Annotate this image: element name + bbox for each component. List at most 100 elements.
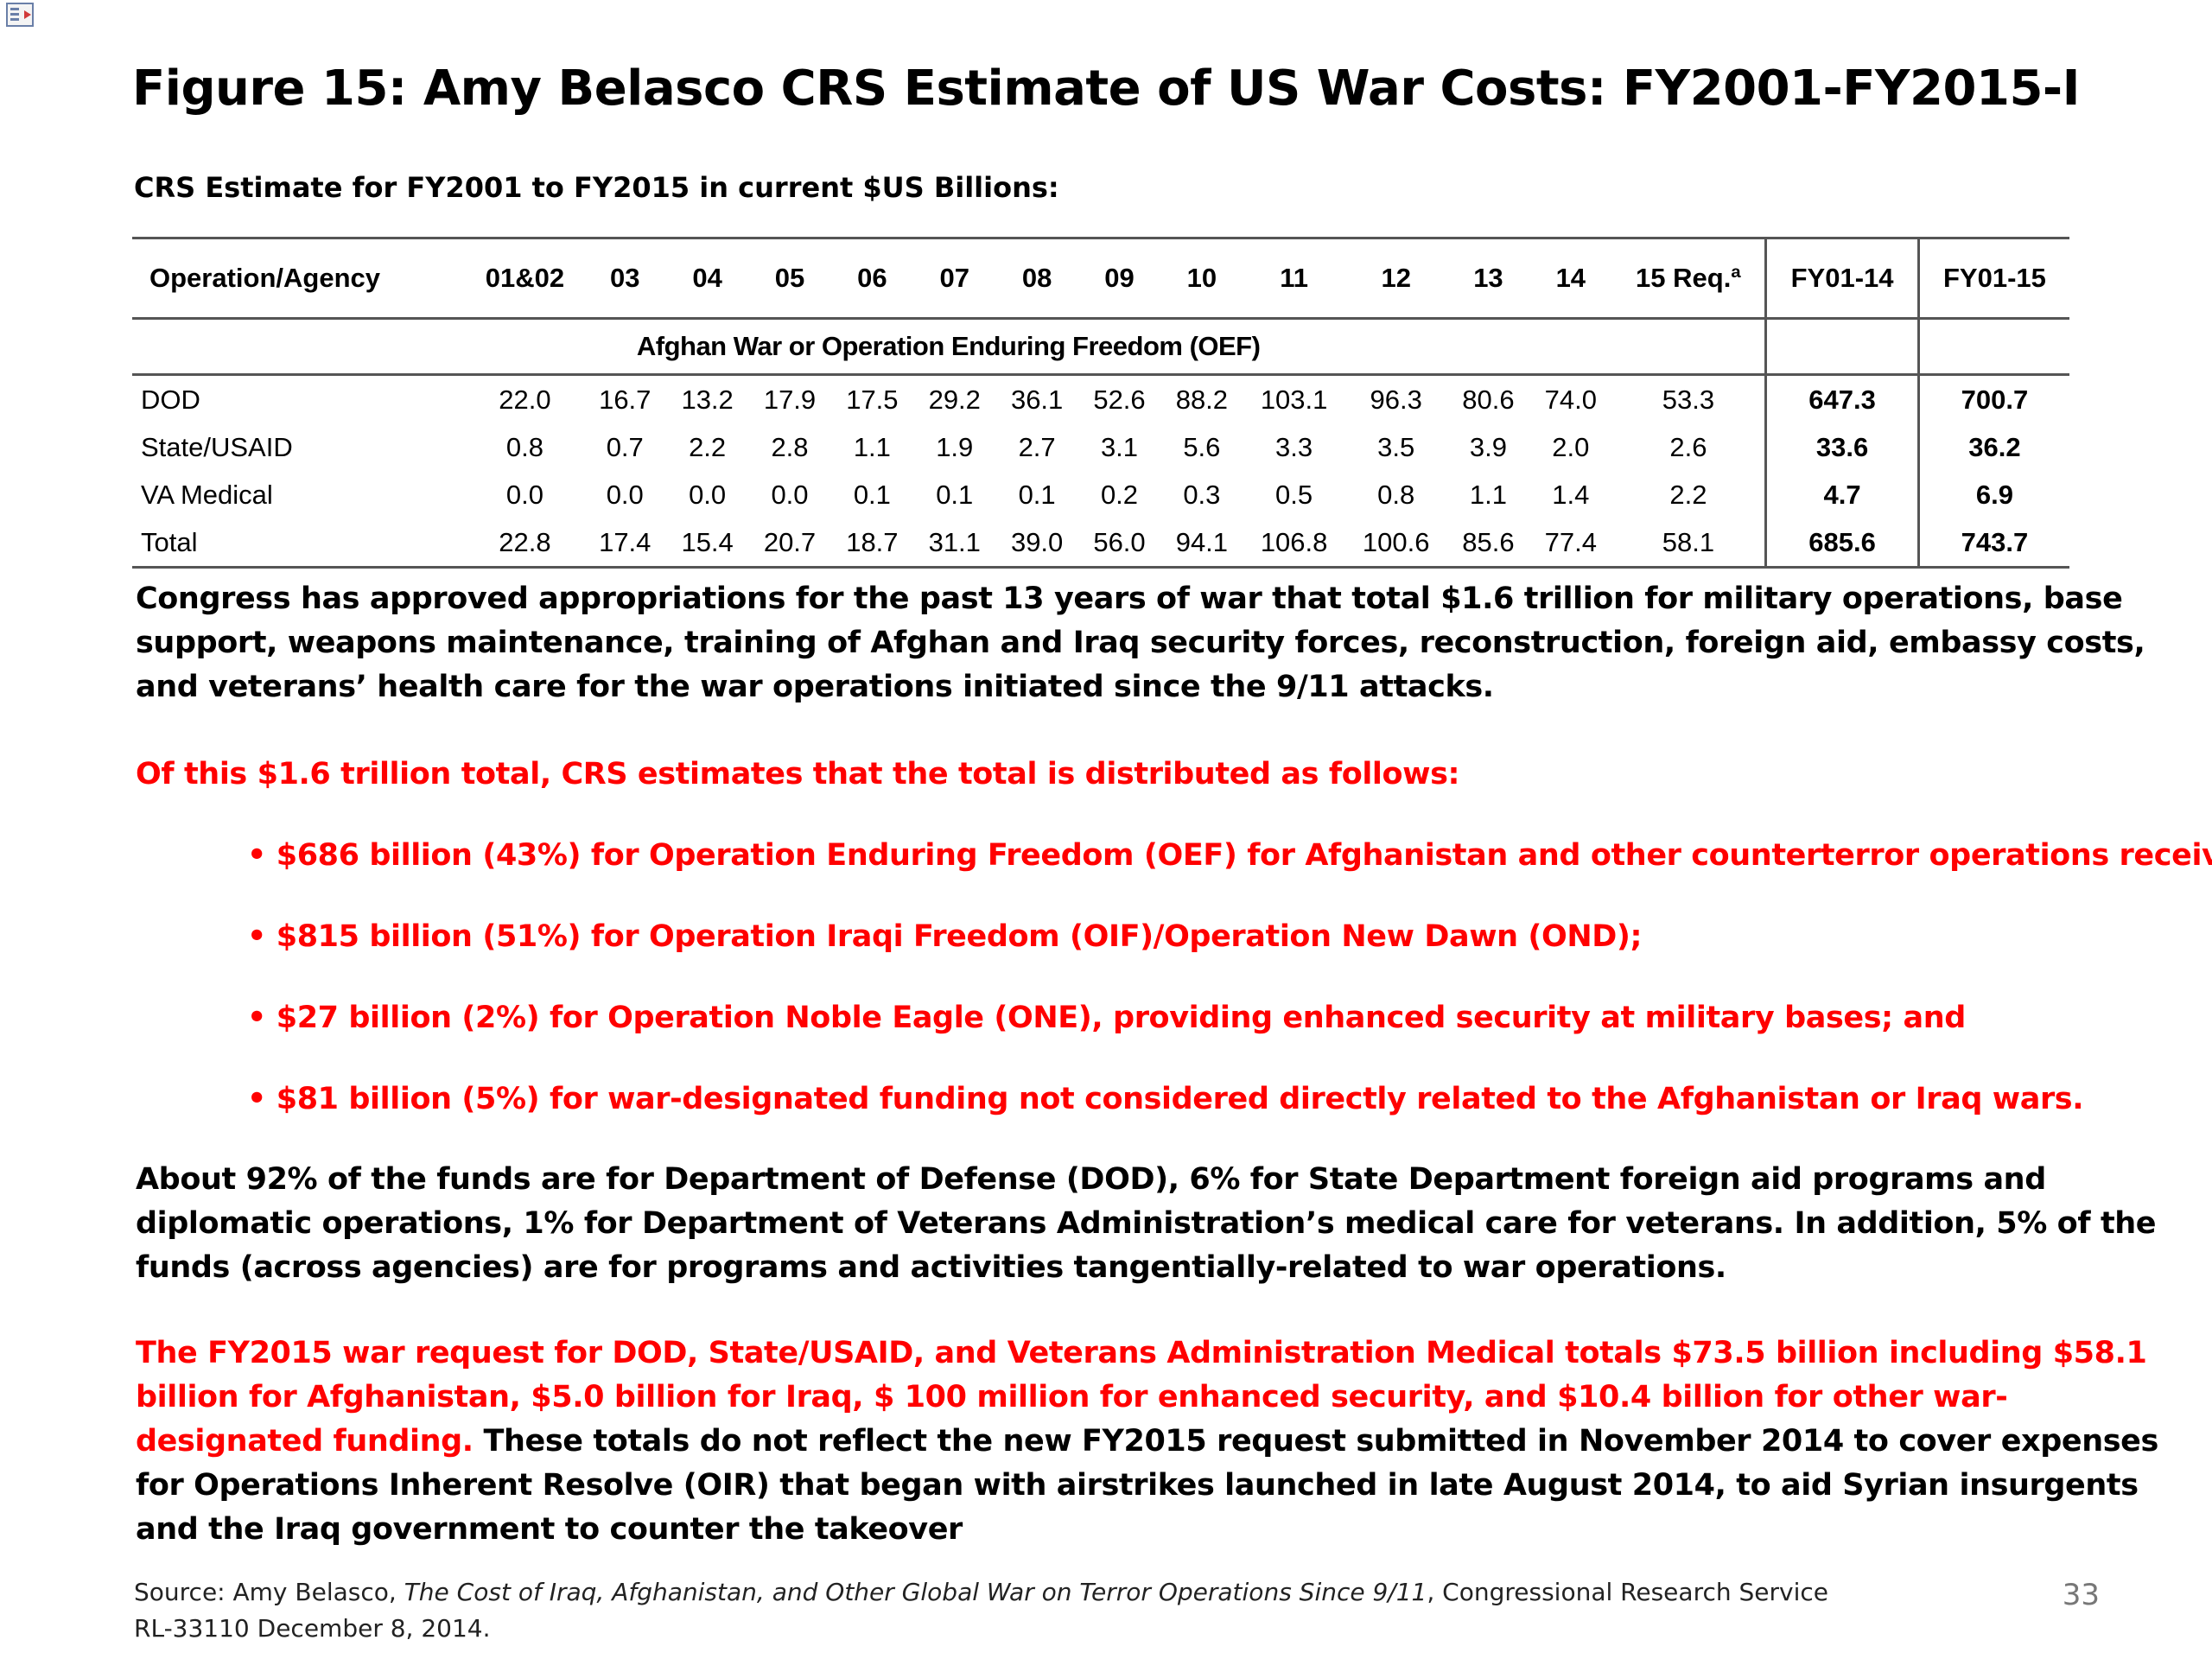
- row-year-value: 1.4: [1552, 479, 1590, 510]
- row-year-value: 0.0: [606, 479, 644, 510]
- row-cumulative-value: 4.7: [1764, 471, 1919, 518]
- bullet-oef: • $686 billion (43%) for Operation Endur…: [247, 838, 2212, 873]
- row-year-value: 15.4: [665, 518, 749, 569]
- column-header: 11: [1243, 237, 1345, 320]
- row-year-value: 29.2: [928, 384, 981, 415]
- table-row: State/USAID 0.8 0.7 2.2 2.8 1.1 1.9 2.7 3.1 5.6 3.…: [132, 423, 2069, 471]
- table-row: Total 22.8 17.4 15.4 20.7 18.7 31.1 39.0 56.0 94.…: [132, 518, 2069, 569]
- row-year-value: 0.1: [936, 479, 974, 510]
- slide-thumbnail-icon: [5, 2, 40, 29]
- row-year-value: 13.2: [681, 384, 734, 415]
- column-header: 14: [1529, 237, 1612, 320]
- row-year-value: 2.6: [1669, 431, 1707, 462]
- row-year-value: 96.3: [1370, 384, 1422, 415]
- section-blank-cell: [1764, 318, 1919, 376]
- table-row: DOD 22.0 16.7 13.2 17.9 17.5 29.2 36.1 52.6 88.2 1…: [132, 374, 2069, 423]
- paragraph-agency-share: About 92% of the funds are for Departmen…: [136, 1162, 2157, 1285]
- row-agency-label: DOD: [141, 384, 200, 415]
- row-cumulative-value: 36.2: [1916, 423, 2069, 471]
- row-year-value: 16.7: [599, 384, 652, 415]
- page-title: Figure 15: Amy Belasco CRS Estimate of U…: [132, 60, 2081, 117]
- row-year-value: 0.8: [505, 431, 543, 462]
- column-header: FY01-15: [1916, 237, 2069, 320]
- source-suffix: , Congressional Research Service RL-3311…: [134, 1578, 1828, 1643]
- page-number: 33: [2062, 1578, 2100, 1612]
- row-year-value: 22.8: [466, 518, 584, 569]
- row-year-value: 74.0: [1544, 384, 1597, 415]
- row-year-value: 3.1: [1100, 431, 1139, 462]
- row-cumulative-value: 743.7: [1916, 518, 2069, 569]
- column-header: 01&02: [466, 237, 584, 320]
- paragraph-appropriations: Congress has approved appropriations for…: [136, 582, 2145, 704]
- row-cumulative-value: 6.9: [1916, 471, 2069, 518]
- bullet-other-war-funding: • $81 billion (5%) for war-designated fu…: [247, 1082, 2084, 1116]
- paragraph-fy2015-request: The FY2015 war request for DOD, State/US…: [136, 1332, 2175, 1552]
- row-year-value: 3.9: [1469, 431, 1507, 462]
- table-body: Afghan War or Operation Enduring Freedom…: [132, 318, 2069, 569]
- row-year-value: 80.6: [1462, 384, 1515, 415]
- column-header: 15 Req.ª: [1611, 237, 1766, 320]
- row-year-value: 0.0: [505, 479, 543, 510]
- column-header: 05: [748, 237, 831, 320]
- row-year-value: 39.0: [995, 518, 1078, 569]
- source-prefix: Source: Amy Belasco,: [134, 1578, 404, 1606]
- row-year-value: 2.0: [1552, 431, 1590, 462]
- row-year-value: 0.2: [1100, 479, 1139, 510]
- row-agency-label: Total: [132, 518, 467, 569]
- fy2015-request-highlight: The FY2015 war request for DOD, State/US…: [136, 1336, 2147, 1459]
- row-year-value: 0.0: [771, 479, 809, 510]
- row-year-value: 0.5: [1275, 479, 1313, 510]
- row-agency-label: State/USAID: [141, 431, 293, 462]
- row-year-value: 0.1: [1018, 479, 1056, 510]
- paragraph-distribution-intro: Of this $1.6 trillion total, CRS estimat…: [136, 757, 1460, 791]
- column-header: 09: [1077, 237, 1161, 320]
- row-year-value: 52.6: [1093, 384, 1146, 415]
- row-year-value: 77.4: [1529, 518, 1612, 569]
- row-cumulative-value: 647.3: [1764, 374, 1919, 423]
- row-year-value: 1.9: [936, 431, 974, 462]
- row-year-value: 5.6: [1183, 431, 1221, 462]
- row-year-value: 36.1: [1010, 384, 1064, 415]
- row-year-value: 88.2: [1175, 384, 1229, 415]
- row-year-value: 22.0: [499, 384, 551, 415]
- row-year-value: 17.9: [763, 384, 817, 415]
- row-year-value: 0.8: [1377, 479, 1415, 510]
- row-cumulative-value: 33.6: [1764, 423, 1919, 471]
- row-year-value: 94.1: [1160, 518, 1243, 569]
- column-header: 13: [1446, 237, 1530, 320]
- column-header: 04: [665, 237, 749, 320]
- row-year-value: 17.4: [583, 518, 666, 569]
- row-year-value: 56.0: [1077, 518, 1161, 569]
- column-header: FY01-14: [1764, 237, 1919, 320]
- row-year-value: 58.1: [1611, 518, 1766, 569]
- row-year-value: 103.1: [1260, 384, 1328, 415]
- row-year-value: 20.7: [748, 518, 831, 569]
- row-year-value: 2.2: [689, 431, 727, 462]
- row-year-value: 18.7: [830, 518, 914, 569]
- column-header: 08: [995, 237, 1078, 320]
- column-header: 07: [913, 237, 996, 320]
- row-year-value: 0.0: [689, 479, 727, 510]
- war-cost-table: Operation/Agency 01&02 03 04 05 06 07 08 09 10 11 1…: [132, 237, 2069, 569]
- table-caption: CRS Estimate for FY2001 to FY2015 in cur…: [134, 171, 1059, 204]
- war-cost-table-grid: Operation/Agency 01&02 03 04 05 06 07 08 09 10 11 1…: [132, 237, 2069, 569]
- column-header: 12: [1344, 237, 1447, 320]
- row-year-value: 2.2: [1669, 479, 1707, 510]
- source-citation: Source: Amy Belasco, The Cost of Iraq, A…: [134, 1574, 1862, 1647]
- source-title: The Cost of Iraq, Afghanistan, and Other…: [404, 1578, 1427, 1606]
- row-cumulative-value: 685.6: [1764, 518, 1919, 569]
- row-year-value: 106.8: [1243, 518, 1345, 569]
- row-year-value: 0.7: [606, 431, 644, 462]
- row-year-value: 3.5: [1377, 431, 1415, 462]
- header-operation-agency: Operation/Agency: [132, 237, 467, 320]
- row-year-value: 85.6: [1446, 518, 1530, 569]
- row-year-value: 1.1: [1469, 479, 1507, 510]
- row-year-value: 0.1: [853, 479, 891, 510]
- bullet-one: • $27 billion (2%) for Operation Noble E…: [247, 1001, 1966, 1035]
- row-year-value: 2.7: [1018, 431, 1056, 462]
- row-year-value: 31.1: [913, 518, 996, 569]
- row-year-value: 100.6: [1344, 518, 1447, 569]
- row-year-value: 1.1: [853, 431, 891, 462]
- section-title: Afghan War or Operation Enduring Freedom…: [132, 318, 1766, 376]
- row-year-value: 0.3: [1183, 479, 1221, 510]
